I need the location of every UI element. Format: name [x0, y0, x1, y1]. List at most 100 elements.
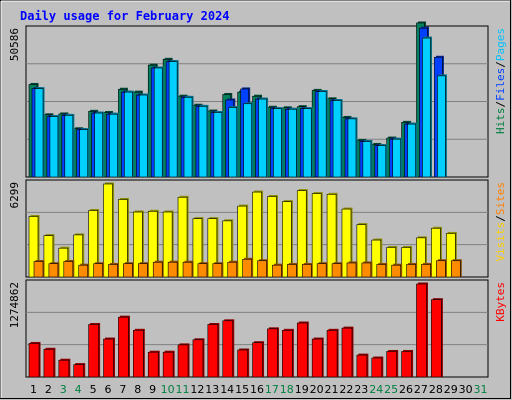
bar-pages — [362, 141, 372, 178]
bar-kbytes — [296, 322, 308, 378]
bar-sites — [182, 261, 193, 278]
panel-kbytes: 1274862 KBytes — [8, 279, 507, 378]
bar-sites — [33, 261, 44, 278]
bar-kbytes — [371, 357, 383, 378]
x-tick-label: 24 — [369, 383, 383, 396]
bar-kbytes — [73, 364, 85, 378]
bar-sites — [93, 263, 103, 278]
bar-pages — [109, 113, 118, 178]
bar-kbytes — [431, 299, 442, 378]
bar-visits — [133, 211, 143, 278]
legend-separator: / — [494, 215, 507, 222]
bar-visits — [296, 190, 307, 278]
bar-kbytes — [192, 339, 204, 378]
bar-pages — [198, 106, 208, 178]
bar-sites — [301, 264, 312, 278]
x-tick-label: 9 — [149, 383, 156, 396]
x-tick-label: 15 — [235, 383, 249, 396]
bar-sites — [287, 264, 297, 278]
x-axis: 1 2 3 4 5 6 7 8 9 10 11 12 13 14 15 16 17 18 19 20 21 22 23 24 2… — [30, 383, 488, 396]
bar-pages — [332, 100, 342, 178]
bar-visits — [177, 196, 188, 278]
bar-visits — [282, 201, 292, 278]
bar-visits — [431, 227, 441, 278]
bar-sites — [212, 263, 223, 278]
bar-pages — [124, 91, 133, 178]
bar-sites — [78, 264, 89, 278]
legend-kbytes: KBytes — [494, 282, 507, 322]
bar-kbytes — [28, 343, 40, 378]
bar-kbytes — [207, 324, 219, 378]
x-tick-label: 21 — [325, 383, 339, 396]
bar-kbytes — [103, 338, 114, 378]
x-tick-label: 27 — [414, 383, 428, 396]
bar-sites — [272, 264, 282, 278]
bar-visits — [28, 216, 39, 278]
bar-kbytes — [252, 342, 263, 378]
x-tick-label: 26 — [399, 383, 413, 396]
bar-kbytes — [341, 327, 353, 378]
legend-entry: Visits — [494, 222, 507, 262]
bar-visits — [222, 220, 233, 278]
bar-sites — [406, 264, 416, 278]
bar-pages — [153, 67, 163, 178]
bar-visits — [118, 199, 128, 278]
x-tick-label: 16 — [250, 383, 264, 396]
x-tick-label: 13 — [205, 383, 219, 396]
panel-visits-sites: 6299 Visits/Sites — [8, 179, 507, 278]
bar-kbytes — [356, 354, 368, 378]
bar-pages — [317, 91, 327, 178]
bar-sites — [197, 263, 208, 278]
bar-sites — [361, 262, 372, 278]
bar-sites — [123, 263, 133, 278]
bar-sites — [257, 260, 267, 278]
bar-pages — [79, 129, 89, 178]
bar-visits — [416, 237, 426, 278]
x-tick-label: 3 — [60, 383, 67, 396]
bar-pages — [213, 112, 223, 178]
bar-visits — [147, 210, 158, 278]
bar-kbytes — [118, 316, 129, 378]
bar-sites — [167, 261, 178, 278]
bar-sites — [227, 261, 238, 278]
x-tick-label: 14 — [220, 383, 234, 396]
bar-kbytes — [282, 330, 293, 378]
bar-sites — [450, 260, 461, 278]
bar-sites — [391, 264, 401, 278]
bar-visits — [356, 224, 367, 278]
legend-separator: / — [494, 101, 507, 108]
bar-pages — [64, 115, 74, 178]
x-tick-label: 19 — [295, 383, 309, 396]
bar-kbytes — [147, 351, 159, 378]
y-max-label: 1274862 — [8, 282, 21, 328]
x-tick-label: 1 — [30, 383, 37, 396]
bar-kbytes — [237, 349, 248, 378]
bar-kbytes — [58, 359, 70, 378]
bar-kbytes — [416, 283, 427, 378]
bar-visits — [73, 234, 84, 278]
x-tick-label: 5 — [90, 383, 97, 396]
bar-kbytes — [267, 328, 278, 378]
bar-sites — [152, 261, 163, 278]
bar-pages — [377, 145, 387, 178]
bar-pages — [302, 108, 312, 178]
bar-visits — [341, 208, 352, 278]
bar-sites — [346, 262, 357, 278]
x-tick-label: 20 — [310, 383, 324, 396]
bar-pages — [258, 98, 267, 178]
bar-visits — [88, 210, 98, 278]
legend-entry: KBytes — [494, 282, 507, 322]
bar-sites — [242, 258, 252, 278]
bar-visits — [162, 211, 173, 278]
legend-visits-sites: Visits/Sites — [494, 182, 507, 262]
bar-pages — [422, 37, 431, 178]
chart-panels: 50586Hits/Files/Pages6299Visits/Sites127… — [8, 21, 507, 378]
bar-pages — [228, 107, 238, 178]
x-tick-label: 31 — [474, 383, 488, 396]
bar-pages — [49, 116, 59, 178]
bar-pages — [392, 138, 401, 178]
bar-pages — [183, 97, 193, 178]
x-tick-label: 12 — [190, 383, 204, 396]
